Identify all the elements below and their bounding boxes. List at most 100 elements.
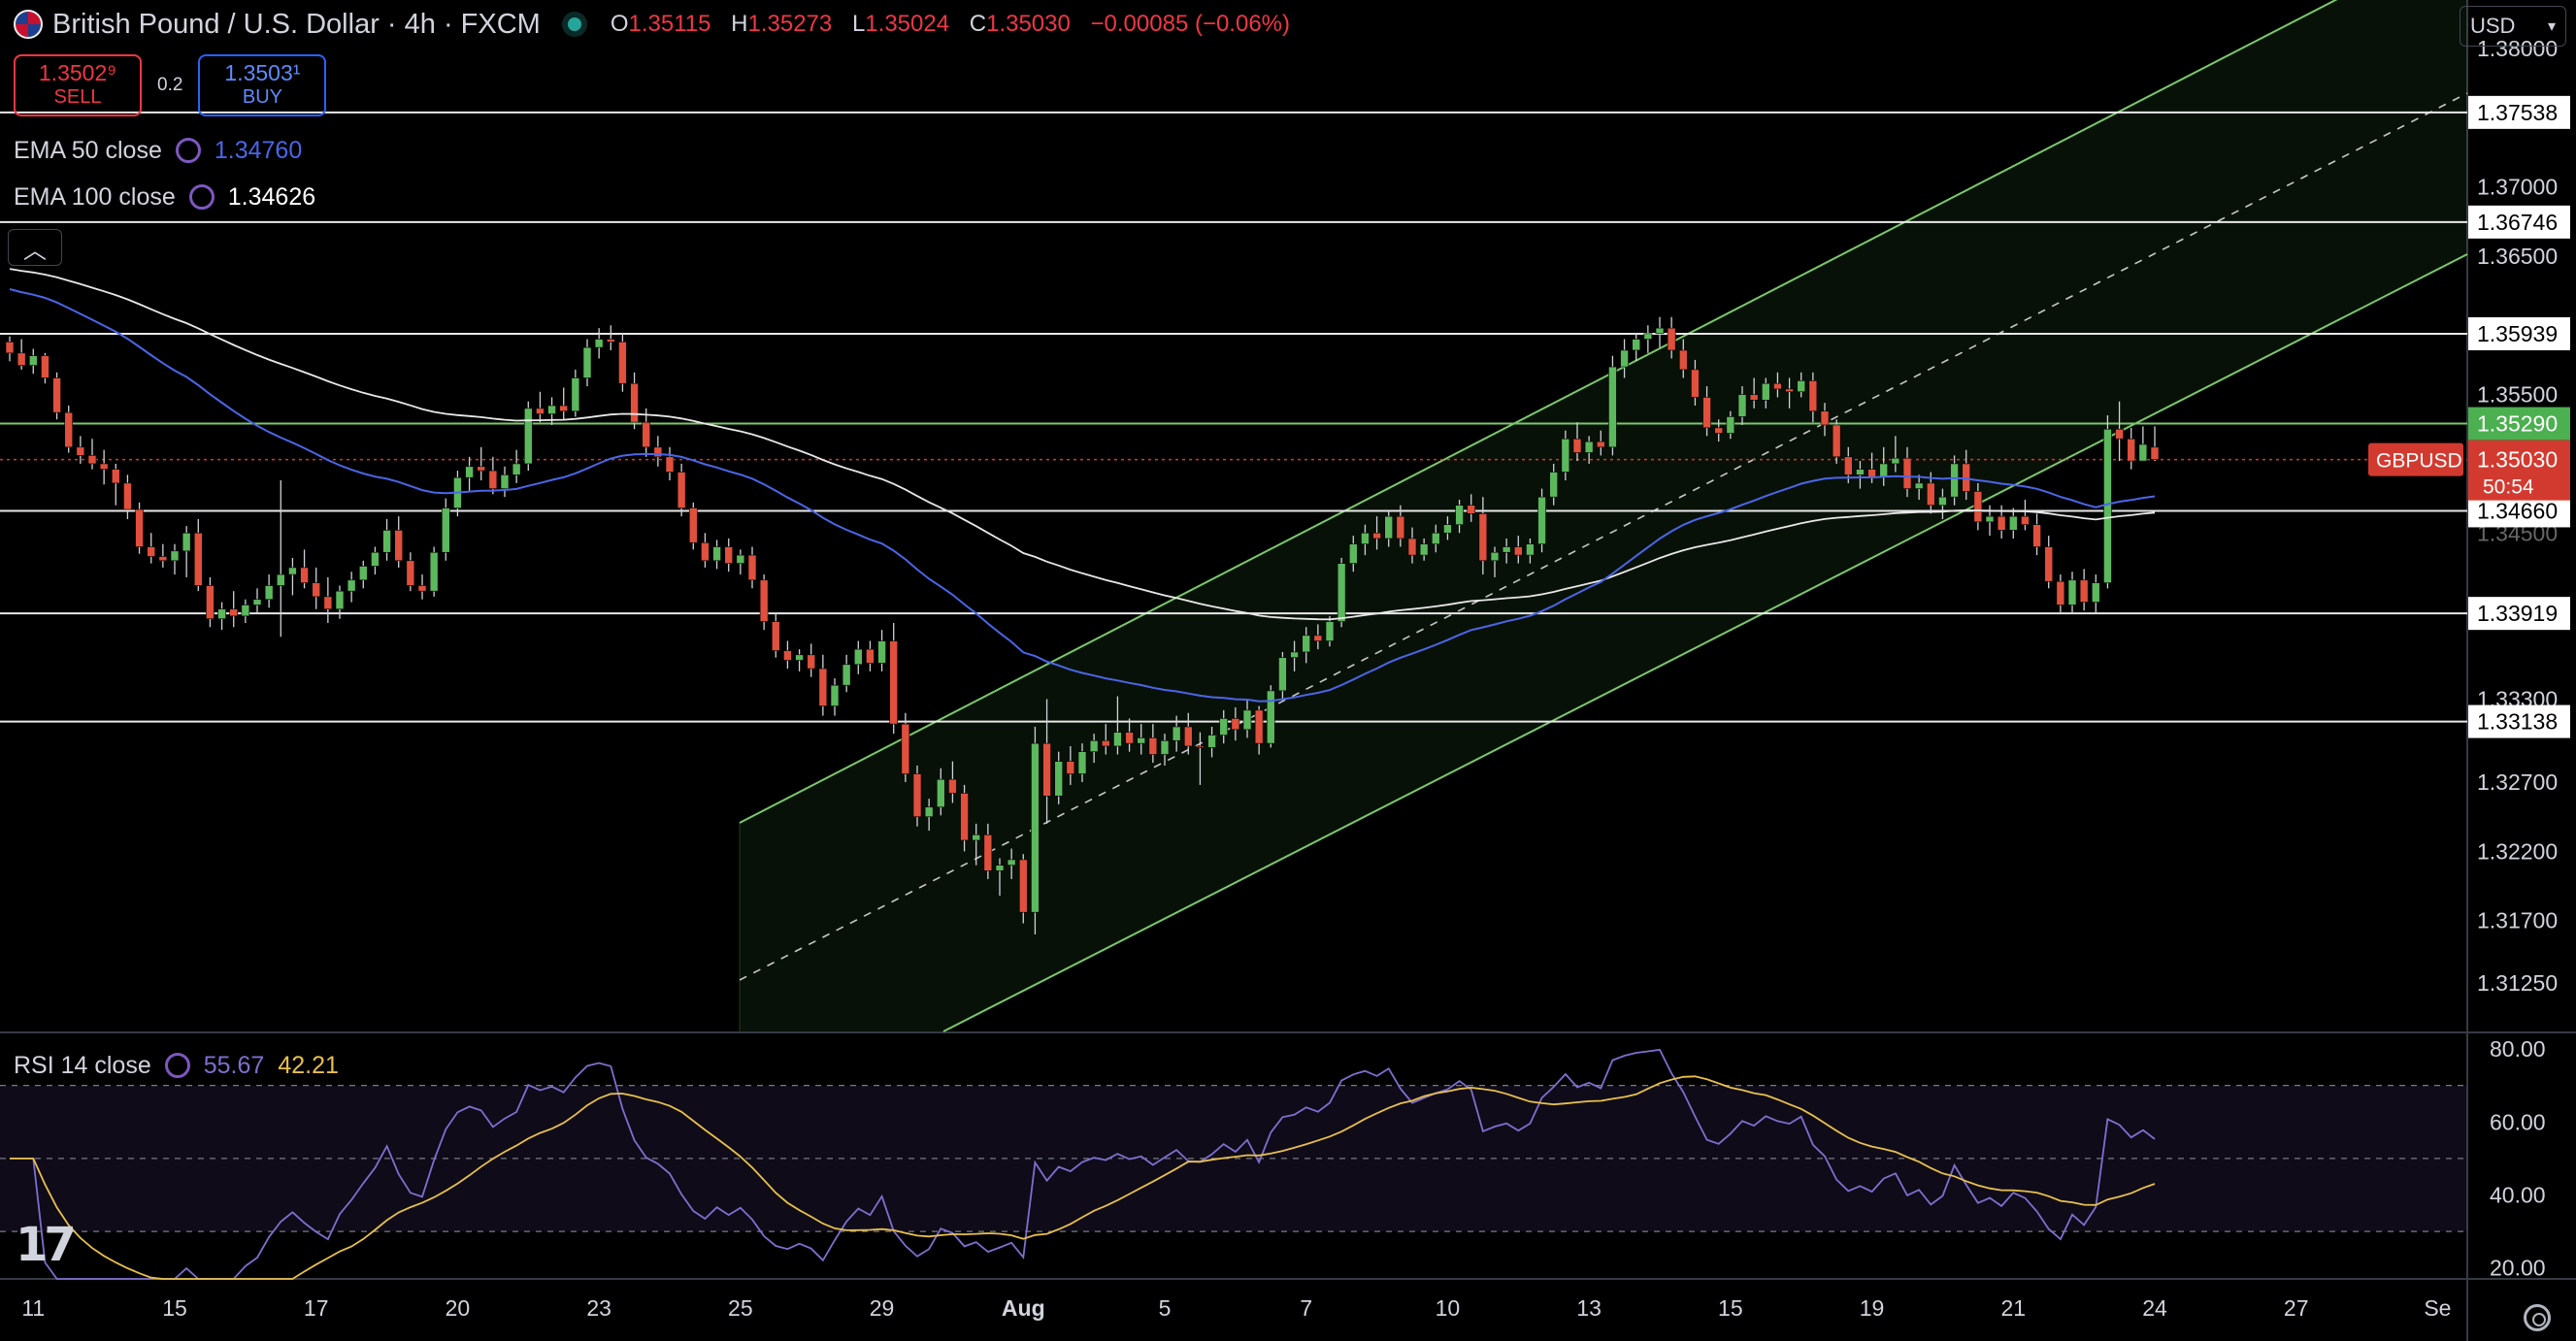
candle: [252, 588, 262, 614]
candle: [1172, 715, 1181, 752]
candle-body: [252, 599, 262, 605]
candle: [1926, 472, 1935, 514]
ema50-value: 1.34760: [214, 136, 303, 164]
candle: [618, 333, 627, 392]
candle: [1808, 372, 1818, 423]
candle-body: [1148, 737, 1158, 755]
candle-body: [76, 446, 85, 456]
candle: [41, 352, 50, 384]
sell-button[interactable]: 1.3502⁹ SELL: [14, 54, 142, 116]
candle: [1526, 538, 1535, 564]
candle: [818, 654, 828, 716]
candle-body: [477, 466, 486, 472]
candle-body: [241, 605, 250, 617]
open-value: 1.35115: [628, 11, 711, 37]
candle-body: [170, 550, 180, 562]
collapse-legend-button[interactable]: ︿: [8, 229, 62, 266]
candle: [924, 799, 934, 831]
time-tick-label: 23: [586, 1295, 611, 1321]
buy-button[interactable]: 1.3503¹ BUY: [198, 54, 327, 116]
candle: [500, 466, 510, 498]
candle-body: [1620, 349, 1629, 368]
time-tick-label: Se: [2424, 1295, 2451, 1321]
symbol-title[interactable]: British Pound / U.S. Dollar · 4h · FXCM: [52, 8, 541, 40]
candle: [1973, 482, 1983, 531]
candle: [1101, 724, 1110, 755]
candle-body: [1714, 427, 1724, 434]
candle: [2079, 569, 2089, 611]
candle: [1007, 848, 1016, 879]
candle-body: [135, 508, 144, 547]
candle-body: [1973, 491, 1983, 523]
candle-body: [1537, 496, 1546, 544]
currency-selector[interactable]: USD ▾: [2460, 6, 2566, 47]
candle-body: [1018, 859, 1028, 913]
candle: [111, 463, 120, 506]
candle: [606, 325, 615, 350]
candle: [170, 543, 180, 575]
candle: [312, 567, 321, 609]
close-value: 1.35030: [986, 11, 1071, 37]
candle: [1077, 743, 1087, 783]
time-tick-label: 7: [1300, 1295, 1312, 1321]
candle: [559, 387, 569, 420]
ema100-legend[interactable]: EMA 100 close 1.34626: [14, 182, 316, 211]
candle-body: [1242, 709, 1252, 731]
candle-body: [1031, 742, 1040, 913]
candle-body: [1125, 732, 1134, 744]
candle-body: [1266, 690, 1275, 744]
candle: [394, 516, 404, 568]
candle-body: [1290, 651, 1299, 658]
candle: [1396, 505, 1405, 547]
candle-body: [1737, 394, 1747, 417]
candle-body: [1219, 718, 1229, 736]
candle: [1113, 696, 1122, 755]
candle-body: [1879, 463, 1889, 478]
candle-body: [1066, 761, 1075, 774]
candle: [877, 630, 886, 671]
candle-body: [1042, 742, 1051, 797]
candle-body: [1667, 327, 1676, 351]
candle-body: [1691, 369, 1700, 398]
last-price-tag: [2468, 440, 2570, 501]
candle-body: [512, 463, 521, 475]
candle: [2021, 500, 2030, 531]
candle-body: [488, 470, 498, 489]
candle: [335, 585, 345, 619]
candle-body: [2079, 579, 2089, 603]
candle: [1325, 615, 1335, 647]
candle-body: [665, 456, 675, 473]
candle: [1372, 516, 1381, 550]
candle: [1950, 455, 1959, 506]
candle: [371, 546, 380, 575]
candle-body: [1313, 635, 1323, 641]
candle: [1820, 403, 1830, 437]
candle-body: [747, 554, 757, 581]
candle-body: [1431, 532, 1440, 544]
candle: [1714, 419, 1724, 442]
candle: [807, 643, 816, 677]
candle-body: [712, 546, 721, 562]
candle-body: [1572, 438, 1582, 453]
candle: [1467, 494, 1476, 522]
candle-body: [1749, 394, 1759, 401]
candle-body: [559, 405, 569, 412]
candle: [747, 546, 757, 589]
candle: [1219, 709, 1229, 744]
candle: [2150, 426, 2160, 462]
ema50-legend[interactable]: EMA 50 close 1.34760: [14, 136, 303, 164]
rsi-tick-label: 80.00: [2490, 1036, 2546, 1062]
settings-gear-icon[interactable]: [2524, 1304, 2551, 1331]
rsi-ma-line: [10, 1075, 2156, 1280]
candle-body: [99, 463, 109, 470]
rsi-legend[interactable]: RSI 14 close 55.67 42.21: [14, 1051, 339, 1079]
low-value: 1.35024: [865, 11, 950, 37]
candle: [642, 408, 651, 457]
candle-body: [52, 377, 61, 413]
change-value: −0.00085 (−0.06%): [1090, 11, 1291, 37]
candle: [1655, 316, 1665, 348]
candle-body: [2150, 446, 2160, 460]
candle-body: [1891, 457, 1900, 465]
candle: [1502, 538, 1511, 564]
